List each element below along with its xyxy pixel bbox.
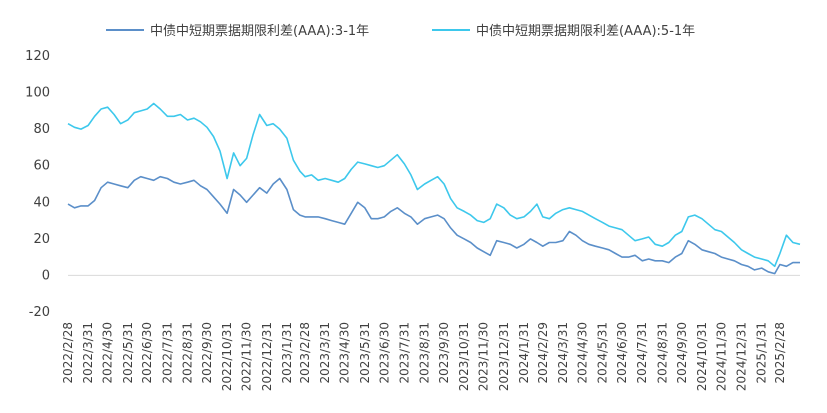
y-tick-label: 120 <box>25 49 50 64</box>
x-tick-label: 2024/8/31 <box>655 322 669 384</box>
y-tick-label: -20 <box>29 305 50 320</box>
y-tick-label: 20 <box>33 232 50 247</box>
x-tick-label: 2022/11/30 <box>240 322 254 391</box>
x-tick-label: 2023/8/31 <box>418 322 432 384</box>
x-tick-label: 2023/12/31 <box>497 322 511 391</box>
x-tick-label: 2023/6/30 <box>377 322 391 384</box>
x-tick-label: 2022/8/31 <box>181 322 195 384</box>
x-axis: 2022/2/28 2022/3/31 2022/4/30 2022/5/31 2022… <box>61 274 800 391</box>
x-tick-label: 2024/2/29 <box>536 322 550 384</box>
y-tick-label: 80 <box>33 122 50 137</box>
x-tick-label: 2024/12/31 <box>735 322 749 391</box>
x-tick-label: 2022/10/31 <box>220 322 234 391</box>
x-tick-label: 2022/2/28 <box>61 322 75 384</box>
x-tick-label: 2022/5/31 <box>121 322 135 384</box>
x-tick-label: 2024/4/30 <box>575 322 589 384</box>
series-line-2 <box>67 102 801 268</box>
legend-label-1: 中债中短期票据期限利差(AAA):3-1年 <box>150 24 369 39</box>
x-tick-label: 2025/2/28 <box>773 322 787 384</box>
legend-label-2: 中债中短期票据期限利差(AAA):5-1年 <box>476 24 695 39</box>
x-tick-label: 2023/10/31 <box>457 322 471 391</box>
x-tick-label: 2024/11/30 <box>714 322 728 391</box>
x-tick-label: 2024/6/30 <box>615 322 629 384</box>
y-axis: -20 0 20 40 60 80 100 120 <box>25 49 50 320</box>
x-tick-label: 2023/2/28 <box>298 322 312 384</box>
x-tick-label: 2022/7/31 <box>160 322 174 384</box>
y-tick-label: 40 <box>33 195 50 210</box>
x-tick-label: 2022/6/30 <box>140 322 154 384</box>
series-line-1 <box>67 175 800 275</box>
x-tick-label: 2024/1/31 <box>517 322 531 384</box>
x-tick-label: 2024/3/31 <box>556 322 570 384</box>
x-tick-label: 2024/10/31 <box>695 322 709 391</box>
x-tick-label: 2022/4/30 <box>101 322 115 384</box>
y-tick-label: 60 <box>33 159 50 174</box>
x-tick-label: 2024/5/31 <box>596 322 610 384</box>
x-tick-label: 2023/11/30 <box>477 322 491 391</box>
x-tick-label: 2022/3/31 <box>81 322 95 384</box>
x-tick-label: 2024/9/30 <box>675 322 689 384</box>
x-tick-label: 2023/7/31 <box>397 322 411 384</box>
x-tick-label: 2023/3/31 <box>318 322 332 384</box>
x-tick-label: 2023/9/30 <box>437 322 451 384</box>
x-tick-label: 2023/1/31 <box>280 322 294 384</box>
series-group <box>67 102 801 275</box>
x-tick-label: 2023/5/31 <box>358 322 372 384</box>
y-tick-label: 0 <box>42 268 50 283</box>
x-tick-label: 2024/7/31 <box>635 322 649 384</box>
x-tick-label: 2022/12/31 <box>260 322 274 391</box>
x-tick-label: 2022/9/30 <box>200 322 214 384</box>
x-tick-label: 2023/4/30 <box>338 322 352 384</box>
x-tick-label: 2025/1/31 <box>755 322 769 384</box>
chart-legend: 中债中短期票据期限利差(AAA):3-1年 中债中短期票据期限利差(AAA):5-… <box>106 24 695 39</box>
y-tick-label: 100 <box>25 86 50 101</box>
